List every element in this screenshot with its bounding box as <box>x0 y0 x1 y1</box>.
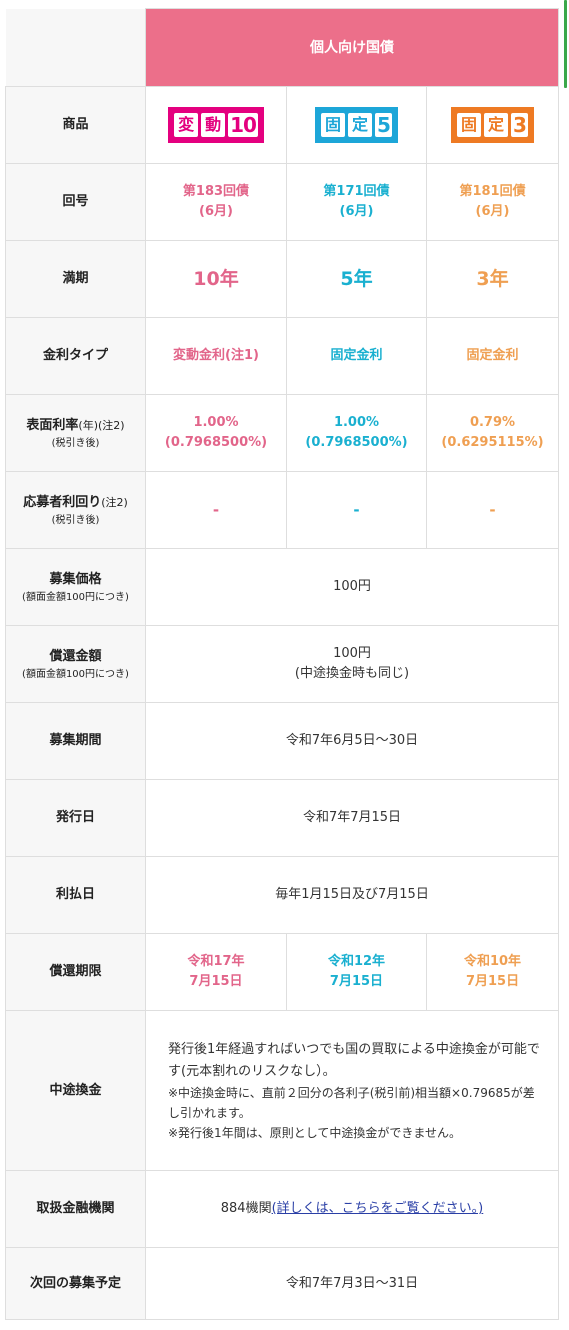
issue-price-value: 100円 <box>144 548 560 626</box>
coupon-rate-fixed-5: 1.00% (0.7968500%) <box>286 394 427 472</box>
row-maturity: 満期 10年 5年 3年 <box>5 240 560 318</box>
table-header-row: 個人向け国債 <box>5 8 560 87</box>
row-product: 商品 変 動 10 固 定 5 固 定 3 <box>5 86 560 164</box>
redemption-date-floating-10: 令和17年 7月15日 <box>145 933 287 1011</box>
product-badge-fixed-3[interactable]: 固 定 3 <box>425 86 560 164</box>
redemption-date-fixed-3: 令和10年 7月15日 <box>425 933 560 1011</box>
row-redemption-date: 償還期限 令和17年 7月15日 令和12年 7月15日 令和10年 7月15日 <box>5 933 560 1011</box>
row-applicant-yield: 応募者利回り(注2) (税引き後) - - - <box>5 471 560 549</box>
coupon-rate-fixed-3: 0.79% (0.6295115%) <box>425 394 560 472</box>
row-interest-date: 利払日 毎年1月15日及び7月15日 <box>5 856 560 934</box>
row-issue-price: 募集価格 (額面金額100円につき) 100円 <box>5 548 560 626</box>
rate-type-fixed-5: 固定金利 <box>286 317 427 395</box>
next-offer-value: 令和7年7月3日～31日 <box>144 1247 560 1320</box>
row-coupon-rate: 表面利率(年)(注2) (税引き後) 1.00% (0.7968500%) 1.… <box>5 394 560 472</box>
row-rate-type: 金利タイプ 変動金利(注1) 固定金利 固定金利 <box>5 317 560 395</box>
yield-fixed-5: - <box>286 471 427 549</box>
row-label-issue-date: 発行日 <box>5 779 146 857</box>
redemption-amount-value: 100円 (中途換金時も同じ) <box>144 625 560 703</box>
interest-date-value: 毎年1月15日及び7月15日 <box>144 856 560 934</box>
row-label-offer-period: 募集期間 <box>5 702 146 780</box>
header-empty-cell <box>5 8 146 87</box>
row-next-offer: 次回の募集予定 令和7年7月3日～31日 <box>5 1247 560 1320</box>
coupon-rate-floating-10: 1.00% (0.7968500%) <box>145 394 287 472</box>
row-label-product: 商品 <box>5 86 146 164</box>
issue-number-floating-10: 第183回債 (6月) <box>145 163 287 241</box>
rate-type-fixed-3: 固定金利 <box>425 317 560 395</box>
early-redemption-description: 発行後1年経過すればいつでも国の買取による中途換金が可能です(元本割れのリスクな… <box>144 1010 560 1171</box>
institutions-value: 884機関(詳しくは、こちらをご覧ください。) <box>144 1170 560 1248</box>
bond-comparison-table: 個人向け国債 商品 変 動 10 固 定 5 固 定 3 回号 <box>5 8 560 1320</box>
row-label-maturity: 満期 <box>5 240 146 318</box>
maturity-fixed-5: 5年 <box>286 240 427 318</box>
maturity-floating-10: 10年 <box>145 240 287 318</box>
issue-number-fixed-3: 第181回債 (6月) <box>425 163 560 241</box>
row-early-redemption: 中途換金 発行後1年経過すればいつでも国の買取による中途換金が可能です(元本割れ… <box>5 1010 560 1171</box>
row-offer-period: 募集期間 令和7年6月5日～30日 <box>5 702 560 780</box>
row-issue-date: 発行日 令和7年7月15日 <box>5 779 560 857</box>
institutions-details-link[interactable]: (詳しくは、こちらをご覧ください。) <box>271 1201 484 1216</box>
row-label-next-offer: 次回の募集予定 <box>5 1247 146 1320</box>
fixed-5-logo: 固 定 5 <box>315 107 398 143</box>
redemption-date-fixed-5: 令和12年 7月15日 <box>286 933 427 1011</box>
row-label-interest-date: 利払日 <box>5 856 146 934</box>
yield-fixed-3: - <box>425 471 560 549</box>
fixed-3-logo: 固 定 3 <box>451 107 534 143</box>
row-label-rate-type: 金利タイプ <box>5 317 146 395</box>
offer-period-value: 令和7年6月5日～30日 <box>144 702 560 780</box>
yield-floating-10: - <box>145 471 287 549</box>
floating-10-logo: 変 動 10 <box>168 107 264 143</box>
row-label-early-redemption: 中途換金 <box>5 1010 146 1171</box>
table-title: 個人向け国債 <box>144 8 560 87</box>
maturity-fixed-3: 3年 <box>425 240 560 318</box>
row-institutions: 取扱金融機関 884機関(詳しくは、こちらをご覧ください。) <box>5 1170 560 1248</box>
row-redemption-amount: 償還金額 (額面金額100円につき) 100円 (中途換金時も同じ) <box>5 625 560 703</box>
scrollbar-track[interactable] <box>562 0 569 1330</box>
row-label-redemption-date: 償還期限 <box>5 933 146 1011</box>
row-label-redemption-amount: 償還金額 (額面金額100円につき) <box>5 625 146 703</box>
row-label-institutions: 取扱金融機関 <box>5 1170 146 1248</box>
row-label-issue-price: 募集価格 (額面金額100円につき) <box>5 548 146 626</box>
issue-number-fixed-5: 第171回債 (6月) <box>286 163 427 241</box>
product-badge-floating-10[interactable]: 変 動 10 <box>145 86 287 164</box>
row-issue-number: 回号 第183回債 (6月) 第171回債 (6月) 第181回債 (6月) <box>5 163 560 241</box>
rate-type-floating-10: 変動金利(注1) <box>145 317 287 395</box>
product-badge-fixed-5[interactable]: 固 定 5 <box>286 86 427 164</box>
row-label-issue-number: 回号 <box>5 163 146 241</box>
row-label-applicant-yield: 応募者利回り(注2) (税引き後) <box>5 471 146 549</box>
issue-date-value: 令和7年7月15日 <box>144 779 560 857</box>
scrollbar-thumb[interactable] <box>564 0 567 88</box>
row-label-coupon-rate: 表面利率(年)(注2) (税引き後) <box>5 394 146 472</box>
